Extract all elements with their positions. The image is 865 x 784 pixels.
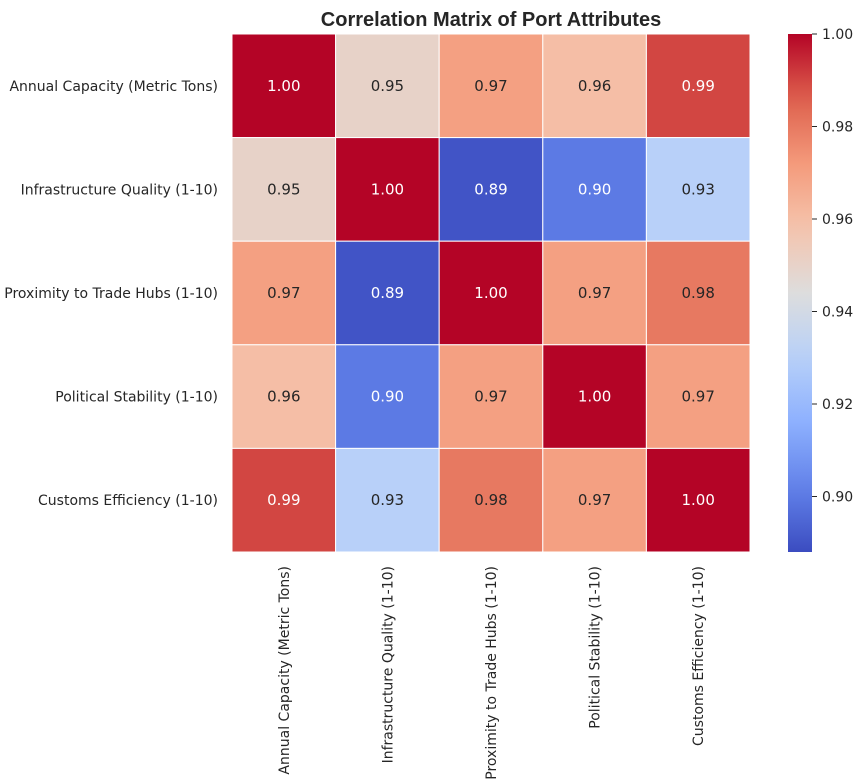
heatmap-cell	[335, 240, 440, 346]
y-tick-label: Political Stability (1-10)	[55, 390, 218, 406]
heatmap-cell	[645, 33, 751, 139]
cell-value-label: 0.95	[267, 180, 300, 198]
x-tick-label: Customs Efficiency (1-10)	[691, 566, 707, 746]
x-tick-label: Infrastructure Quality (1-10)	[380, 566, 396, 763]
heatmap-cell	[542, 240, 647, 346]
x-tick-label: Proximity to Trade Hubs (1-10)	[484, 566, 500, 780]
cell-value-label: 0.96	[267, 388, 300, 406]
cell-value-label: 0.97	[578, 491, 611, 509]
heatmap-cell	[335, 447, 440, 553]
heatmap-cell	[645, 137, 751, 242]
cell-value-label: 0.96	[578, 77, 611, 95]
heatmap-cell	[645, 240, 751, 346]
x-tick-label: Annual Capacity (Metric Tons)	[277, 566, 293, 775]
heatmap-cell	[231, 137, 337, 242]
heatmap-cell	[438, 447, 544, 553]
cell-value-label: 0.93	[371, 491, 404, 509]
colorbar-tick-label: 0.90	[822, 490, 853, 506]
heatmap-cell	[231, 344, 337, 449]
cell-value-label: 1.00	[267, 77, 300, 95]
cell-value-label: 0.89	[474, 180, 507, 198]
cell-value-label: 0.99	[267, 491, 300, 509]
heatmap-cell	[438, 137, 544, 242]
cell-value-label: 0.97	[578, 284, 611, 302]
colorbar-tick-label: 0.94	[822, 305, 853, 321]
colorbar-gradient	[788, 34, 812, 552]
heatmap-cell	[645, 447, 751, 553]
heatmap-cell	[335, 344, 440, 449]
heatmap-cell	[438, 240, 544, 346]
cell-value-label: 0.98	[474, 491, 507, 509]
cell-value-label: 0.89	[371, 284, 404, 302]
cell-value-label: 0.97	[474, 77, 507, 95]
cell-value-label: 0.90	[578, 180, 611, 198]
colorbar-tick-label: 0.92	[822, 397, 853, 413]
heatmap-cell	[231, 33, 337, 139]
heatmap-cell	[438, 33, 544, 139]
heatmap-cell	[231, 447, 337, 553]
cell-value-label: 0.90	[371, 388, 404, 406]
y-tick-label: Infrastructure Quality (1-10)	[21, 182, 218, 198]
colorbar: 0.90 0.92 0.94 0.96 0.98 1.00	[788, 27, 853, 552]
cell-value-label: 1.00	[578, 388, 611, 406]
heatmap-cell	[645, 344, 751, 449]
cell-value-label: 0.95	[371, 77, 404, 95]
cell-value-label: 0.93	[681, 180, 714, 198]
x-tick-labels: Annual Capacity (Metric Tons) Infrastruct…	[277, 566, 707, 780]
cell-value-label: 0.98	[681, 284, 714, 302]
colorbar-tick-label: 0.96	[822, 212, 853, 228]
cell-value-label: 1.00	[681, 491, 714, 509]
heatmap-cell	[542, 344, 647, 449]
y-tick-label: Proximity to Trade Hubs (1-10)	[4, 286, 218, 302]
chart-title: Correlation Matrix of Port Attributes	[321, 9, 661, 31]
colorbar-tick-label: 0.98	[822, 120, 853, 136]
cell-value-label: 1.00	[474, 284, 507, 302]
heatmap-cell	[335, 33, 440, 139]
cell-value-label: 0.97	[681, 388, 714, 406]
colorbar-tick-label: 1.00	[822, 27, 853, 43]
y-tick-label: Customs Efficiency (1-10)	[38, 493, 218, 509]
cell-value-label: 0.99	[681, 77, 714, 95]
cell-value-label: 0.97	[474, 388, 507, 406]
cell-value-label: 1.00	[371, 180, 404, 198]
y-tick-labels: Annual Capacity (Metric Tons) Infrastruct…	[4, 79, 218, 509]
heatmap-cell	[542, 33, 647, 139]
heatmap-cells	[231, 33, 751, 553]
heatmap-cell	[438, 344, 544, 449]
x-tick-label: Political Stability (1-10)	[588, 566, 604, 729]
cell-value-label: 0.97	[267, 284, 300, 302]
cell-labels: 1.00 0.95 0.97 0.96 0.99 0.95 1.00 0.89 0.90 0.93…	[267, 77, 715, 509]
y-tick-label: Annual Capacity (Metric Tons)	[9, 79, 218, 95]
